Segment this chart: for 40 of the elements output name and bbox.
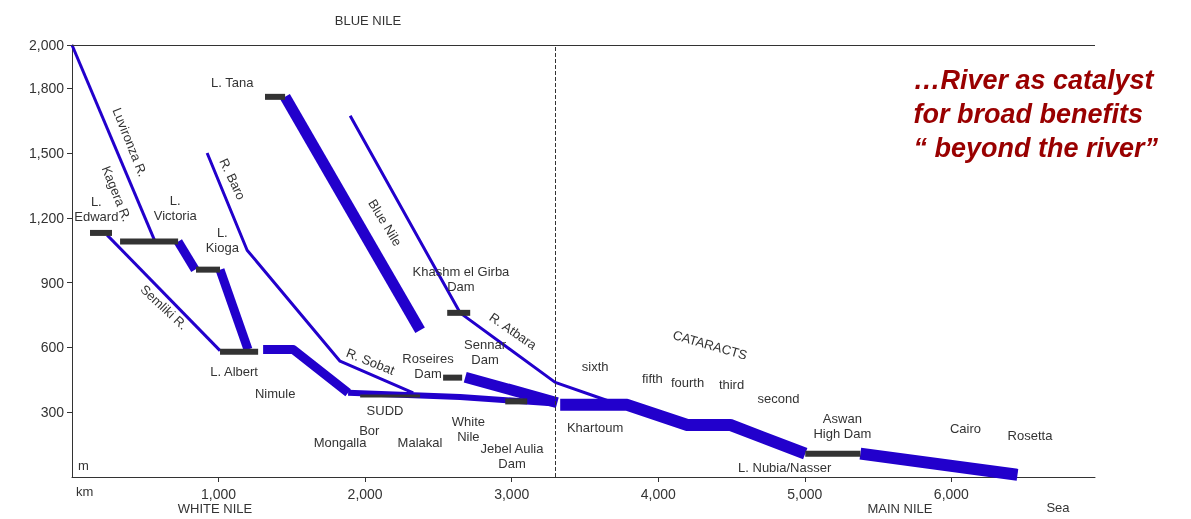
y-tick-label: 300 [40,404,65,421]
x-tick-label: 3,000 [494,486,530,502]
annotation: L. Tana [211,75,255,91]
y-tick-label: 900 [40,274,65,291]
y-axis-title: m [78,457,89,473]
annotation: fifth [641,370,663,386]
x-tick-label: 6,000 [933,486,970,502]
annotation: L. Nubia/Nasser [738,460,832,476]
y-tick-label: 1,200 [28,209,65,226]
text: BLUE NILE [334,12,402,28]
annotation: sixth [581,359,609,375]
y-tick-label: 1,500 [28,145,65,161]
annotation: second [757,390,800,406]
annotation: R. Sobat [344,345,398,378]
y-tick-label: 600 [40,339,65,356]
text: …River as catalyst for broad benefits “ beyond the river” [913,65,1159,163]
text: MAIN NILE [867,500,933,516]
x-tick-label: 1,000 [201,486,237,502]
x-axis-title: km [76,483,94,499]
y-tick-label: 1,800 [28,80,65,97]
annotation: Roseires Dam [402,351,455,381]
annotation: L. Victoria [153,192,198,223]
x-tick-label: 2,000 [347,486,383,502]
text: WHITE NILE [177,500,253,516]
annotation: Khartoum [566,420,624,436]
annotation: R. Baro [216,155,249,203]
x-tick-label: 4,000 [640,486,676,502]
annotation: Nimule [254,386,296,402]
y-tick-label: 2,000 [28,37,65,53]
annotation: SUDD [366,402,404,418]
annotation: Cairo [949,420,981,436]
annotation: L. Kioga [205,224,240,255]
text: Sea [1046,499,1071,515]
x-tick-label: 5,000 [787,486,823,502]
annotation: L. Albert [210,364,259,380]
annotation: fourth [670,375,705,391]
annotation: Malakal [397,434,443,450]
annotation: third [718,377,745,393]
annotation: Rosetta [1007,427,1054,443]
annotation: Aswan High Dam [813,410,872,441]
